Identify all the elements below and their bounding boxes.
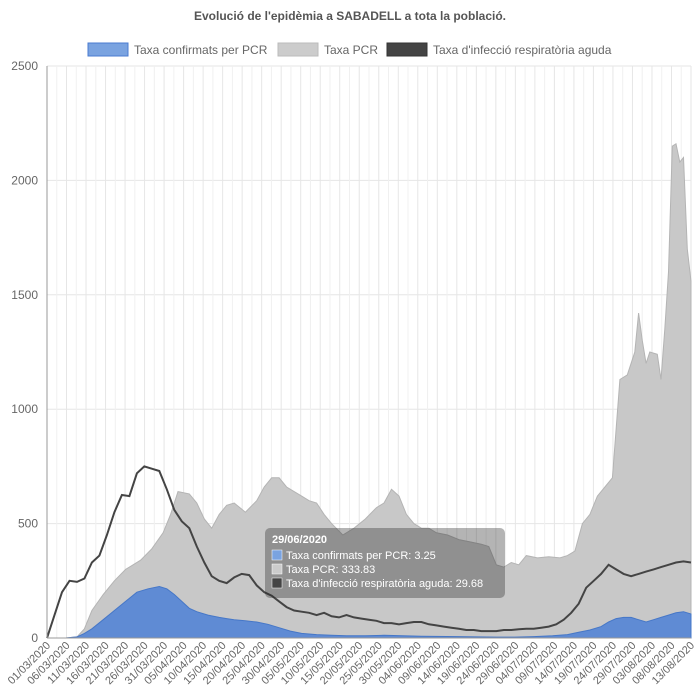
tooltip: 29/06/2020 Taxa confirmats per PCR: 3.25 T… <box>265 528 505 598</box>
tooltip-swatch <box>271 549 283 561</box>
legend-item[interactable]: Taxa d'infecció respiratòria aguda <box>386 42 612 57</box>
legend: Taxa confirmats per PCR Taxa PCR Taxa d'in… <box>87 42 612 57</box>
legend-swatch <box>386 42 428 57</box>
tooltip-swatch <box>271 563 283 575</box>
tooltip-line: Taxa d'infecció respiratòria aguda: 29.6… <box>286 578 483 590</box>
series-line-taxa-ira <box>46 465 692 639</box>
tooltip-swatch <box>271 577 283 589</box>
legend-item[interactable]: Taxa PCR <box>277 42 378 57</box>
legend-label: Taxa d'infecció respiratòria aguda <box>433 43 612 57</box>
y-tick-label: 2000 <box>11 173 38 187</box>
y-tick-label: 2500 <box>11 59 38 73</box>
plot-area <box>46 142 692 639</box>
chart-title: Evolució de l'epidèmia a SABADELL a tota… <box>194 9 506 23</box>
legend-label: Taxa PCR <box>324 43 378 57</box>
y-tick-label: 500 <box>18 517 38 531</box>
y-tick-label: 1000 <box>11 402 38 416</box>
series-area-taxa-pcr <box>47 142 692 639</box>
series-area-taxa-confirmats <box>47 585 692 639</box>
legend-item[interactable]: Taxa confirmats per PCR <box>87 42 268 57</box>
tooltip-box <box>265 528 505 598</box>
legend-swatch <box>87 42 129 57</box>
legend-label: Taxa confirmats per PCR <box>134 43 268 57</box>
tooltip-title: 29/06/2020 <box>272 534 327 546</box>
tooltip-line: Taxa confirmats per PCR: 3.25 <box>286 550 436 562</box>
legend-swatch <box>277 42 319 57</box>
y-tick-label: 1500 <box>11 288 38 302</box>
y-tick-label: 0 <box>31 631 38 645</box>
tooltip-line: Taxa PCR: 333.83 <box>286 564 375 576</box>
